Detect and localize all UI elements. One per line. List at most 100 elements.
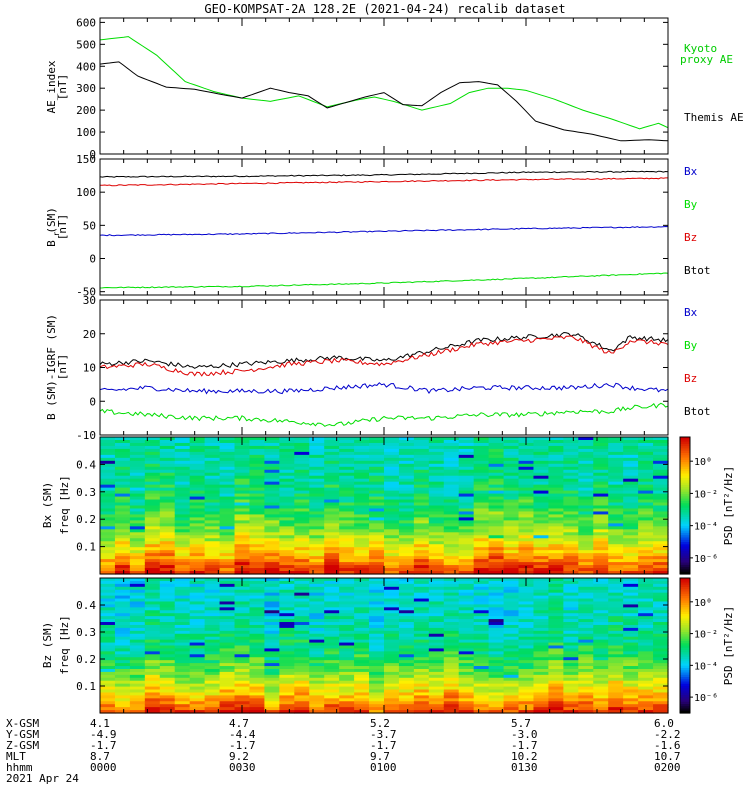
spectrogram-cell	[563, 630, 579, 635]
spectrogram-cell	[219, 654, 236, 658]
spectrogram-cell	[354, 595, 370, 600]
spectrogram-cell	[129, 437, 146, 441]
spectrogram-cell	[428, 630, 445, 635]
spectrogram-cell	[279, 583, 295, 588]
spectrogram-cell	[309, 514, 325, 519]
spectrogram-cell	[473, 633, 490, 638]
spectrogram-cell	[249, 520, 266, 524]
spectrogram-cell	[234, 523, 251, 527]
spectrogram-cell	[174, 502, 191, 507]
spectrogram-cell	[294, 547, 310, 551]
spectrogram-cell	[249, 505, 266, 510]
spectrogram-cell	[488, 619, 505, 623]
ytick-label: 0	[89, 253, 96, 266]
spectrogram-cell	[533, 630, 550, 635]
colorbar-segment	[680, 589, 690, 593]
spectrogram-cell	[384, 550, 400, 554]
spectrogram-cell	[234, 469, 251, 474]
colorbar-segment	[680, 625, 690, 629]
spectrogram-cell	[458, 624, 475, 629]
spectrogram-cell	[518, 663, 535, 667]
spectrogram-cell	[473, 523, 490, 527]
spectrogram-cell	[144, 526, 161, 530]
spectrogram-cell	[638, 619, 654, 623]
spectrogram-cell	[129, 529, 146, 533]
spectrogram-cell	[578, 701, 594, 705]
spectrogram-cell	[653, 648, 669, 652]
spectrogram-cell	[653, 580, 669, 585]
spectrogram-cell	[204, 499, 221, 504]
spectrogram-cell	[294, 478, 310, 483]
spectrogram-cell	[653, 592, 669, 597]
spectrogram-cell	[398, 592, 415, 597]
spectrogram-cell	[264, 460, 280, 465]
spectrogram-cell	[384, 695, 400, 699]
spectrogram-cell	[204, 496, 221, 501]
spectrogram-cell	[473, 622, 490, 626]
spectrogram-cell	[398, 517, 415, 521]
spectrogram-cell	[369, 598, 385, 603]
spectrogram-cell	[428, 496, 445, 501]
spectrogram-cell	[204, 445, 221, 450]
spectrogram-cell	[443, 511, 460, 516]
spectrogram-cell	[264, 469, 280, 474]
spectrogram-cell	[129, 642, 146, 647]
spectrogram-cell	[159, 448, 176, 453]
spectrogram-cell	[563, 571, 579, 575]
spectrogram-cell	[578, 541, 594, 545]
spectrogram-cell	[488, 680, 505, 685]
ae-yunit: [nT]	[56, 74, 69, 101]
spectrogram-cell	[384, 651, 400, 655]
spectrogram-cell	[354, 592, 370, 597]
spectrogram-cell	[114, 472, 131, 477]
spectrogram-cell	[264, 636, 280, 641]
spectrogram-cell	[219, 451, 236, 456]
spectrogram-cell	[578, 538, 594, 542]
spectrogram-cell	[638, 478, 654, 483]
spectrogram-cell	[398, 478, 415, 483]
spectrogram-cell	[548, 499, 564, 504]
spectrogram-cell	[488, 526, 505, 530]
spectrogram-cell	[129, 472, 146, 477]
spectrogram-cell	[503, 607, 520, 611]
spectrogram-cell	[548, 604, 564, 608]
spectrogram-cell	[129, 562, 146, 566]
spectrogram-cell	[638, 556, 654, 560]
spectrogram-cell	[279, 598, 295, 603]
spectrogram-cell	[219, 671, 236, 676]
spectrogram-cell	[384, 633, 400, 638]
spectrogram-cell	[144, 556, 161, 560]
spectrogram-cell	[324, 589, 340, 594]
spectrogram-cell	[458, 520, 475, 524]
spectrogram-cell	[503, 578, 520, 582]
spectrogram-cell	[443, 553, 460, 557]
spectrogram-cell	[638, 520, 654, 524]
spectrogram-cell	[443, 683, 460, 688]
spectrogram-cell	[309, 505, 325, 510]
spectrogram-cell	[324, 627, 340, 632]
spectrogram-cell	[234, 692, 251, 696]
spectrogram-cell	[354, 544, 370, 548]
spectrogram-cell	[324, 710, 340, 714]
spectrogram-cell	[144, 677, 161, 682]
spectrogram-cell	[309, 613, 325, 617]
spectrogram-cell	[608, 472, 624, 477]
spectrogram-cell	[578, 586, 594, 591]
spectrogram-cell	[458, 469, 475, 474]
spectrogram-cell	[279, 674, 295, 679]
spectrogram-cell	[653, 604, 669, 608]
spectrogram-cell	[653, 454, 669, 459]
spectrogram-cell	[114, 683, 131, 688]
spectrogram-cell	[159, 630, 176, 635]
series-bx	[99, 225, 669, 237]
spectrogram-cell	[384, 505, 400, 510]
spectrogram-cell	[264, 523, 280, 527]
spectrogram-cell	[473, 463, 490, 468]
spectrogram-cell	[309, 490, 325, 495]
spectrogram-cell	[473, 475, 490, 480]
spectrogram-cell	[144, 463, 161, 468]
spectrogram-cell	[279, 469, 295, 474]
spectrogram-cell	[144, 686, 161, 691]
spectrogram-cell	[638, 613, 654, 617]
spectrogram-cell	[174, 520, 191, 524]
